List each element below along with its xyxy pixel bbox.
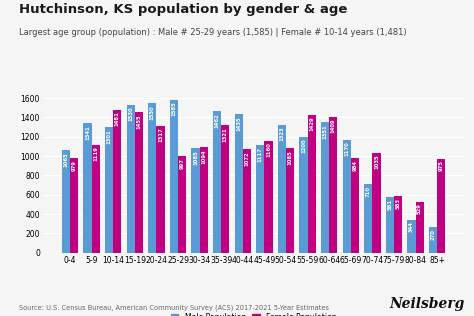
Text: 997: 997 [180, 158, 184, 169]
Text: 1455: 1455 [137, 114, 141, 129]
Bar [416, 202, 424, 253]
Bar [148, 103, 156, 253]
Text: 1200: 1200 [301, 139, 306, 153]
Bar [105, 127, 113, 253]
Text: 1085: 1085 [193, 150, 198, 165]
Text: Source: U.S. Census Bureau, American Community Survey (ACS) 2017-2021 5-Year Est: Source: U.S. Census Bureau, American Com… [19, 305, 329, 311]
Text: Largest age group (population) : Male # 25-29 years (1,585) | Female # 10-14 yea: Largest age group (population) : Male # … [19, 28, 407, 37]
Text: 1117: 1117 [258, 147, 263, 162]
Text: 1317: 1317 [158, 127, 163, 142]
Bar [278, 125, 286, 253]
Bar [300, 137, 308, 253]
Text: 1435: 1435 [236, 116, 241, 131]
Text: 270: 270 [430, 229, 436, 240]
Bar [343, 140, 351, 253]
Text: 1481: 1481 [115, 112, 120, 126]
Bar [429, 227, 437, 253]
Text: 581: 581 [387, 198, 392, 210]
Text: 1530: 1530 [128, 107, 133, 121]
Bar [351, 158, 359, 253]
Text: 1170: 1170 [344, 142, 349, 156]
Text: 583: 583 [396, 198, 401, 210]
Bar [329, 117, 337, 253]
Bar [127, 105, 135, 253]
Bar [221, 125, 229, 253]
Bar [135, 112, 143, 253]
Bar [437, 159, 446, 253]
Bar [83, 123, 91, 253]
Bar [200, 147, 208, 253]
Bar [407, 220, 416, 253]
Text: 1065: 1065 [64, 152, 68, 167]
Bar [394, 197, 402, 253]
Bar [62, 150, 70, 253]
Text: 1462: 1462 [215, 113, 219, 128]
Bar [170, 100, 178, 253]
Text: 1323: 1323 [279, 127, 284, 142]
Text: 1585: 1585 [172, 101, 176, 116]
Legend: Male Population, Female Population: Male Population, Female Population [168, 309, 339, 316]
Text: 975: 975 [439, 161, 444, 171]
Text: 1429: 1429 [309, 117, 314, 131]
Text: 1072: 1072 [245, 151, 249, 166]
Bar [286, 148, 294, 253]
Bar [178, 156, 186, 253]
Bar [213, 112, 221, 253]
Bar [70, 158, 78, 253]
Text: 1119: 1119 [93, 147, 98, 161]
Bar [264, 141, 273, 253]
Text: 979: 979 [72, 160, 77, 171]
Text: 1550: 1550 [150, 105, 155, 119]
Bar [308, 115, 316, 253]
Bar [91, 145, 100, 253]
Bar [113, 110, 121, 253]
Text: 1035: 1035 [374, 155, 379, 169]
Text: 529: 529 [417, 204, 422, 215]
Bar [386, 197, 394, 253]
Text: 1351: 1351 [323, 124, 328, 139]
Text: 1085: 1085 [288, 150, 292, 165]
Text: 1409: 1409 [331, 118, 336, 133]
Text: 1321: 1321 [223, 127, 228, 142]
Text: 1341: 1341 [85, 125, 90, 140]
Text: 984: 984 [352, 160, 357, 171]
Text: 344: 344 [409, 222, 414, 232]
Bar [243, 149, 251, 253]
Text: Neilsberg: Neilsberg [389, 297, 465, 311]
Text: 1094: 1094 [201, 149, 206, 164]
Bar [191, 148, 200, 253]
Text: 710: 710 [366, 186, 371, 197]
Bar [364, 184, 373, 253]
Bar [321, 122, 329, 253]
Text: 1160: 1160 [266, 143, 271, 157]
Bar [373, 153, 381, 253]
Bar [156, 125, 164, 253]
Bar [235, 114, 243, 253]
Bar [256, 145, 264, 253]
Text: 1301: 1301 [107, 129, 111, 144]
Text: Hutchinson, KS population by gender & age: Hutchinson, KS population by gender & ag… [19, 3, 347, 16]
